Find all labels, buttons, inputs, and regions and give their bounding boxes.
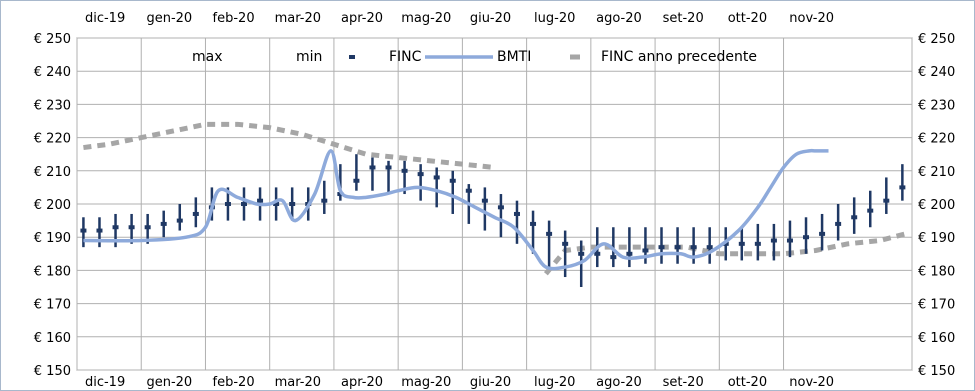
x-tick-label-top: ago-20 (596, 11, 642, 26)
x-tick-label-bottom: dic-19 (85, 375, 125, 390)
bmti-line (83, 148, 829, 271)
y-tick-label-right: € 180 (918, 264, 955, 279)
y-tick-label-right: € 160 (918, 331, 955, 346)
y-tick-label-left: € 170 (34, 298, 71, 313)
y-tick-label-right: € 150 (918, 364, 955, 379)
y-tick-label-left: € 210 (34, 165, 71, 180)
x-tick-label-bottom: ago-20 (596, 375, 642, 390)
y-tick-label-right: € 230 (918, 98, 955, 113)
x-tick-label-top: gen-20 (146, 11, 192, 26)
legend-label: max (192, 49, 223, 65)
y-tick-label-right: € 250 (918, 32, 955, 47)
series (80, 121, 907, 287)
x-tick-label-bottom: mag-20 (401, 375, 451, 390)
legend-label: min (296, 49, 322, 65)
x-tick-label-top: dic-19 (85, 11, 125, 26)
x-tick-label-bottom: ott-20 (728, 375, 767, 390)
finc-prev-year-line (543, 231, 907, 276)
y-tick-label-right: € 200 (918, 198, 955, 213)
y-tick-label-left: € 240 (34, 65, 71, 80)
axes: € 250 € 250 € 240 € 240 € 230 € 230 € 220 € 220… (34, 11, 955, 390)
y-tick-label-left: € 180 (34, 264, 71, 279)
y-tick-label-right: € 220 (918, 132, 955, 147)
x-tick-label-top: ott-20 (728, 11, 767, 26)
y-tick-label-left: € 150 (34, 364, 71, 379)
x-tick-label-bottom: lug-20 (534, 375, 575, 390)
x-tick-label-top: mar-20 (275, 11, 321, 26)
y-tick-label-left: € 250 (34, 32, 71, 47)
y-tick-label-left: € 230 (34, 98, 71, 113)
x-tick-label-bottom: nov-20 (789, 375, 834, 390)
legend-label: FINC (389, 49, 422, 65)
y-tick-label-left: € 220 (34, 132, 71, 147)
legend-label: BMTI (497, 49, 531, 65)
legend-label: FINC anno precedente (601, 49, 757, 65)
y-tick-label-right: € 210 (918, 165, 955, 180)
x-tick-label-top: set-20 (663, 11, 704, 26)
y-tick-label-right: € 240 (918, 65, 955, 80)
x-tick-label-top: giu-20 (470, 11, 511, 26)
y-tick-label-right: € 190 (918, 231, 955, 246)
y-tick-label-left: € 160 (34, 331, 71, 346)
legend: max min FINC BMTI FINC anno precedente (192, 49, 757, 65)
x-tick-label-bottom: set-20 (663, 375, 704, 390)
x-tick-label-top: mag-20 (401, 11, 451, 26)
x-tick-label-top: nov-20 (789, 11, 834, 26)
x-tick-label-top: apr-20 (341, 11, 383, 26)
finc-prev-year-line (83, 121, 495, 170)
gridlines (76, 37, 913, 371)
x-tick-label-bottom: gen-20 (146, 375, 192, 390)
y-tick-label-right: € 170 (918, 298, 955, 313)
x-tick-label-bottom: mar-20 (275, 375, 321, 390)
y-tick-label-left: € 200 (34, 198, 71, 213)
x-tick-label-bottom: feb-20 (213, 375, 255, 390)
x-tick-label-top: lug-20 (534, 11, 575, 26)
x-tick-label-bottom: giu-20 (470, 375, 511, 390)
x-tick-label-top: feb-20 (213, 11, 255, 26)
y-tick-label-left: € 190 (34, 231, 71, 246)
x-tick-label-bottom: apr-20 (341, 375, 383, 390)
